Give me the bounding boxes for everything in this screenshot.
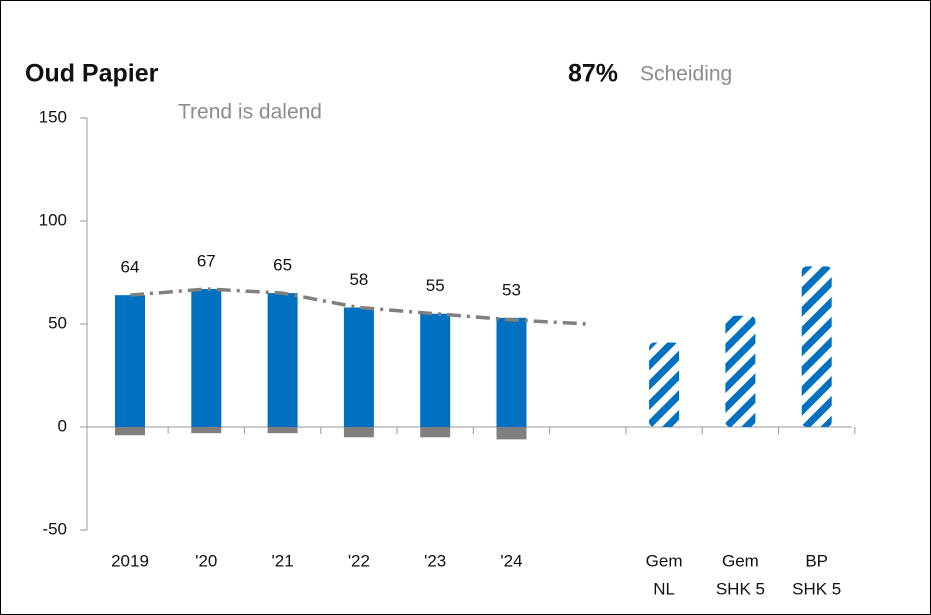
bar xyxy=(191,427,222,434)
y-tick-label: 0 xyxy=(58,416,67,435)
x-tick-label: Gem xyxy=(646,551,683,570)
bar xyxy=(649,342,680,427)
x-tick-label: '20 xyxy=(195,551,217,570)
bar xyxy=(267,427,298,434)
y-tick-label: 50 xyxy=(48,313,67,332)
chart-title: Oud Papier xyxy=(25,60,159,88)
bar xyxy=(496,317,527,427)
x-tick-label: NL xyxy=(653,579,675,598)
x-tick-label: SHK 5 xyxy=(716,579,765,598)
x-tick-label: '24 xyxy=(500,551,522,570)
data-label: 64 xyxy=(121,258,140,277)
x-tick-label: SHK 5 xyxy=(792,579,841,598)
headline-value: 87% xyxy=(568,60,618,88)
bar xyxy=(496,427,527,440)
y-tick-label: 150 xyxy=(39,107,67,126)
bar xyxy=(343,427,374,438)
bar xyxy=(725,315,756,427)
bar xyxy=(420,427,451,438)
bar xyxy=(801,266,832,427)
y-tick-label: 100 xyxy=(39,210,67,229)
bar xyxy=(115,427,145,436)
headline-label: Scheiding xyxy=(640,63,732,86)
bar xyxy=(420,313,451,427)
data-label: 65 xyxy=(273,256,292,275)
x-tick-label: BP xyxy=(805,551,828,570)
bar xyxy=(267,293,298,427)
x-tick-label: '21 xyxy=(272,551,294,570)
x-tick-label: '22 xyxy=(348,551,370,570)
bar xyxy=(115,295,145,427)
data-label: 67 xyxy=(197,251,216,270)
bar xyxy=(343,307,374,427)
x-tick-label: '23 xyxy=(424,551,446,570)
bar xyxy=(191,288,222,427)
data-label: 55 xyxy=(426,276,445,295)
annotation: Trend is dalend xyxy=(178,101,322,124)
y-tick-label: -50 xyxy=(42,519,67,538)
x-tick-label: 2019 xyxy=(111,551,149,570)
data-label: 53 xyxy=(502,280,521,299)
trend-line xyxy=(129,287,588,326)
data-label: 58 xyxy=(349,270,368,289)
x-tick-label: Gem xyxy=(722,551,759,570)
